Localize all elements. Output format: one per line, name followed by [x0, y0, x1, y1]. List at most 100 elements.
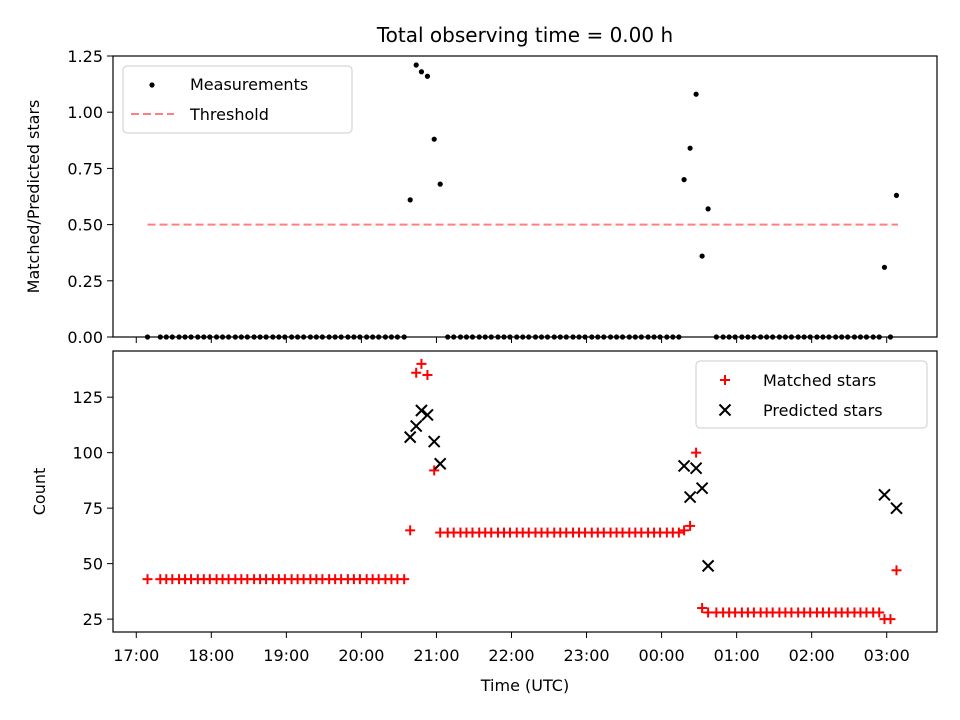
y-tick-label: 0.25 [67, 272, 103, 291]
measurement-point [833, 334, 839, 340]
measurement-point [676, 334, 682, 340]
top-legend: Measurements Threshold [122, 65, 353, 134]
predicted-star-point-b [695, 481, 709, 495]
legend-marker-matched [720, 375, 730, 385]
measurement-point [157, 334, 163, 340]
y-tick-label: 0.00 [67, 328, 103, 347]
matched-star-point [399, 574, 410, 585]
x-tick-label: 19:00 [263, 646, 309, 665]
predicted-star-point [890, 501, 903, 515]
measurement-point [782, 334, 789, 340]
measurement-point [418, 69, 425, 75]
matched-star-point [874, 607, 885, 618]
measurement-point [270, 334, 276, 340]
measurement-point [351, 334, 357, 340]
measurement-point [626, 334, 632, 340]
measurement-point [720, 334, 726, 340]
matched-star-point [429, 465, 440, 476]
predicted-star-point-b [403, 430, 417, 444]
x-tick-label: 17:00 [113, 646, 159, 665]
measurement-point [699, 253, 705, 259]
measurement-point [445, 334, 451, 340]
x-tick-label: 21:00 [413, 646, 459, 665]
measurement-point [326, 334, 332, 340]
y-tick-label: 1.25 [67, 47, 103, 66]
measurement-point [801, 334, 807, 340]
measurement-point [526, 334, 532, 340]
measurement-point [437, 181, 443, 187]
y-tick-label: 0.50 [67, 216, 103, 235]
measurement-point [394, 334, 401, 340]
measurement-point [307, 334, 313, 340]
measurement-point [407, 197, 413, 203]
predicted-star-point-b [409, 419, 423, 433]
measurement-point [520, 334, 526, 340]
measurement-point [451, 334, 457, 340]
predicted-star-point [421, 408, 434, 422]
measurement-point [664, 334, 670, 340]
x-tick-label: 00:00 [639, 646, 685, 665]
measurement-point [295, 334, 301, 340]
legend-label-measurements: Measurements [190, 75, 308, 94]
measurement-point [488, 334, 494, 340]
matched-star-point [422, 369, 433, 380]
matched-star-point [685, 520, 696, 531]
measurement-point [538, 334, 545, 340]
matched-star-point [679, 525, 690, 536]
matched-star-point [885, 614, 896, 625]
measurement-point [570, 334, 576, 340]
measurement-point [770, 334, 776, 340]
measurement-point [463, 334, 470, 340]
measurement-point [225, 334, 232, 340]
measurement-point [532, 334, 539, 340]
top-y-axis-label: Matched/Predicted stars [24, 100, 43, 294]
measurement-point [413, 62, 419, 68]
measurement-point [557, 334, 563, 340]
measurement-point [632, 334, 638, 340]
measurement-point [619, 334, 626, 340]
y-tick-label: 50 [83, 555, 103, 574]
measurement-point [589, 334, 595, 340]
bottom-legend: Matched stars Predicted stars [695, 360, 928, 429]
measurement-point [845, 334, 851, 340]
matched-star-point [405, 525, 416, 536]
measurement-point [713, 334, 719, 340]
measurement-point [469, 334, 476, 340]
measurement-point [893, 192, 900, 198]
predicted-star-point [689, 461, 703, 475]
measurement-point [758, 334, 764, 340]
measurement-point [820, 334, 826, 340]
measurement-point [357, 334, 363, 340]
measurement-point [582, 334, 588, 340]
measurement-point [739, 334, 745, 340]
measurement-point [870, 334, 876, 340]
predicted-star-point-b [878, 488, 891, 502]
measurement-point [681, 177, 687, 183]
matched-star-point [673, 527, 684, 538]
measurement-point [826, 334, 832, 340]
measurement-point [776, 334, 783, 340]
legend-label-threshold: Threshold [189, 105, 269, 124]
measurement-point [795, 334, 801, 340]
measurement-point [182, 334, 188, 340]
measurement-point [401, 334, 407, 340]
x-tick-label: 20:00 [338, 646, 384, 665]
measurement-point [881, 264, 888, 270]
measurement-point [263, 334, 269, 340]
matched-star-point [416, 358, 427, 369]
measurement-point [732, 334, 738, 340]
predicted-star-point-b [701, 559, 715, 573]
measurement-point [495, 334, 501, 340]
x-tick-label: 01:00 [714, 646, 760, 665]
measurement-point [364, 334, 370, 340]
measurement-point [576, 334, 582, 340]
measurement-point [144, 334, 151, 340]
measurement-point [687, 145, 693, 151]
measurement-point [788, 334, 795, 340]
x-tick-label: 18:00 [188, 646, 234, 665]
measurement-point [289, 334, 295, 340]
x-axis-label: Time (UTC) [480, 676, 569, 695]
measurement-point [282, 334, 288, 340]
measurement-point [276, 334, 282, 340]
bottom-y-axis-label: Count [30, 468, 49, 516]
